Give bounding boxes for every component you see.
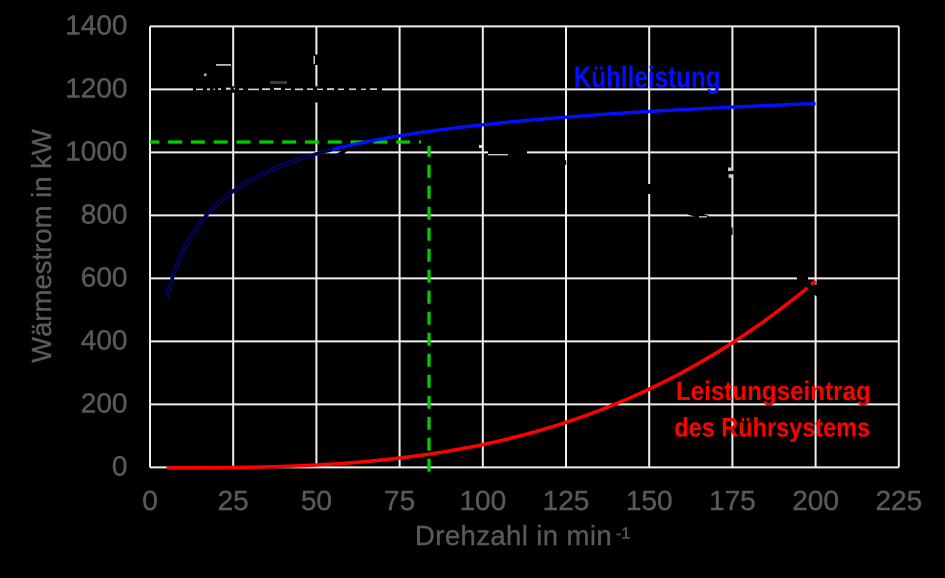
svg-text:1400: 1400 xyxy=(65,9,127,40)
svg-text:75: 75 xyxy=(384,485,415,516)
svg-text:Drehzahl in min: Drehzahl in min xyxy=(415,520,612,551)
svg-text:0: 0 xyxy=(112,450,128,481)
svg-text:50: 50 xyxy=(301,485,332,516)
svg-text:Leistungseintrag: Leistungseintrag xyxy=(676,377,871,406)
svg-text:25: 25 xyxy=(218,485,249,516)
svg-text:225: 225 xyxy=(875,485,922,516)
svg-text:1200: 1200 xyxy=(65,72,127,103)
svg-text:400: 400 xyxy=(81,324,128,355)
svg-text:-1: -1 xyxy=(616,526,630,543)
svg-text:200: 200 xyxy=(792,485,839,516)
svg-text:100: 100 xyxy=(459,485,506,516)
svg-text:1000: 1000 xyxy=(65,135,127,166)
svg-text:150: 150 xyxy=(626,485,673,516)
svg-text:0: 0 xyxy=(142,485,158,516)
svg-text:175: 175 xyxy=(709,485,756,516)
svg-text:Wärmestrom in kW: Wärmestrom in kW xyxy=(26,129,57,363)
svg-text:des Rührsystems: des Rührsystems xyxy=(674,413,870,443)
svg-text:200: 200 xyxy=(81,387,128,418)
svg-text:Kühlleistung: Kühlleistung xyxy=(574,59,721,94)
svg-text:600: 600 xyxy=(81,261,128,292)
svg-text:800: 800 xyxy=(81,198,128,229)
svg-text:125: 125 xyxy=(543,485,590,516)
